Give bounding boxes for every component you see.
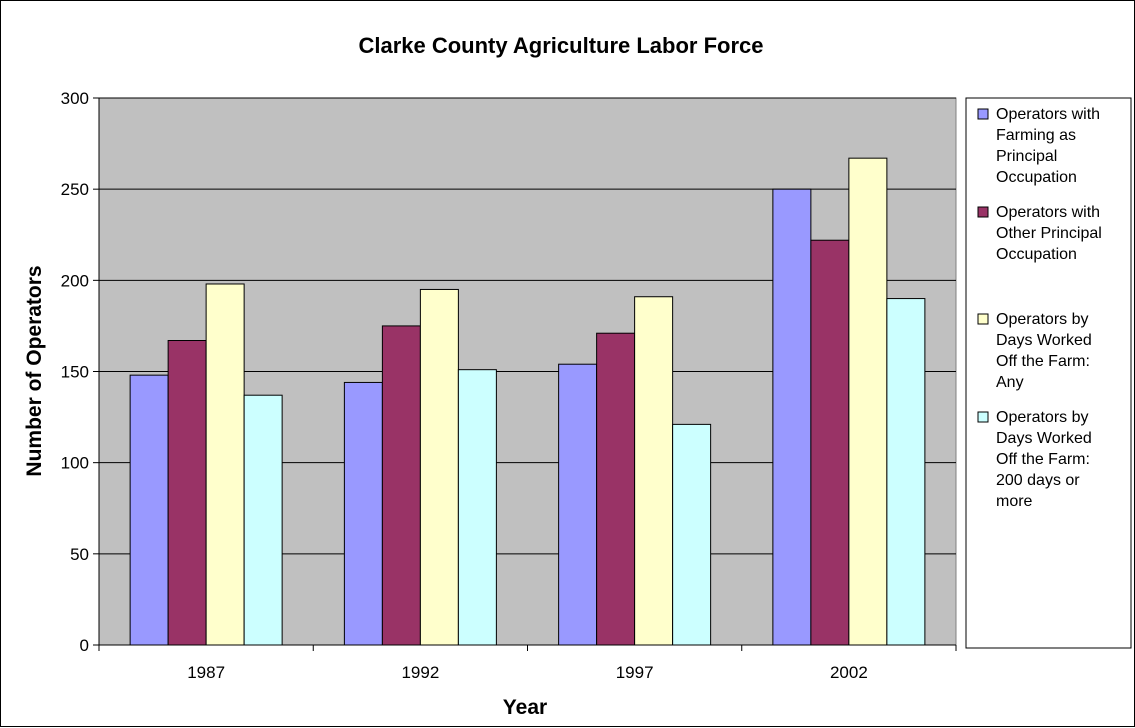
x-axis: 1987 1992 1997 2002 bbox=[98, 644, 957, 682]
y-tick-label: 250 bbox=[61, 180, 89, 199]
legend: Operators with Farming as Principal Occupat… bbox=[977, 106, 1102, 510]
bar bbox=[672, 423, 712, 646]
y-axis: 0 50 100 150 200 250 300 bbox=[61, 89, 100, 655]
legend-label: Any bbox=[996, 374, 1024, 391]
bar bbox=[243, 394, 283, 646]
legend-swatch bbox=[977, 411, 989, 423]
bar bbox=[558, 363, 598, 646]
bars bbox=[129, 157, 926, 646]
bar bbox=[343, 381, 383, 646]
legend-label: Operators with bbox=[996, 204, 1100, 221]
legend-label: Days Worked bbox=[996, 430, 1092, 447]
bar bbox=[457, 369, 497, 646]
x-tick-label: 1997 bbox=[616, 663, 654, 682]
x-tick-label: 1987 bbox=[187, 663, 225, 682]
legend-swatch bbox=[977, 108, 989, 120]
bar bbox=[419, 288, 459, 646]
legend-label: Operators with bbox=[996, 106, 1100, 123]
y-tick-label: 100 bbox=[61, 454, 89, 473]
bar bbox=[886, 298, 926, 646]
bar bbox=[167, 340, 207, 646]
bar bbox=[381, 325, 421, 646]
y-tick-label: 0 bbox=[80, 636, 89, 655]
legend-label: Occupation bbox=[996, 246, 1077, 263]
y-tick-label: 200 bbox=[61, 271, 89, 290]
legend-label: Off the Farm: bbox=[996, 451, 1090, 468]
y-tick-label: 150 bbox=[61, 363, 89, 382]
legend-box bbox=[965, 97, 1132, 649]
y-axis-title: Number of Operators bbox=[23, 265, 46, 476]
legend-swatch bbox=[977, 313, 989, 325]
legend-swatch bbox=[977, 206, 989, 218]
legend-label: Operators by bbox=[996, 311, 1088, 328]
bar bbox=[205, 283, 245, 646]
legend-label: more bbox=[996, 493, 1033, 510]
legend-label: Days Worked bbox=[996, 332, 1092, 349]
x-axis-title: Year bbox=[503, 696, 547, 719]
legend-label: Occupation bbox=[996, 169, 1077, 186]
y-tick-label: 50 bbox=[70, 545, 89, 564]
legend-label: Principal bbox=[996, 148, 1057, 165]
legend-label: 200 days or bbox=[996, 472, 1080, 489]
legend-label: Other Principal bbox=[996, 225, 1102, 242]
bar bbox=[848, 157, 888, 646]
bar bbox=[596, 332, 636, 646]
bar bbox=[772, 188, 812, 646]
legend-label: Farming as bbox=[996, 127, 1076, 144]
legend-label: Operators by bbox=[996, 409, 1088, 426]
x-tick-label: 2002 bbox=[830, 663, 868, 682]
bar bbox=[634, 296, 674, 646]
bar bbox=[129, 374, 169, 646]
legend-label: Off the Farm: bbox=[996, 353, 1090, 370]
bar bbox=[810, 239, 850, 646]
chart-title: Clarke County Agriculture Labor Force bbox=[358, 33, 763, 58]
y-tick-label: 300 bbox=[61, 89, 89, 108]
x-tick-label: 1992 bbox=[401, 663, 439, 682]
